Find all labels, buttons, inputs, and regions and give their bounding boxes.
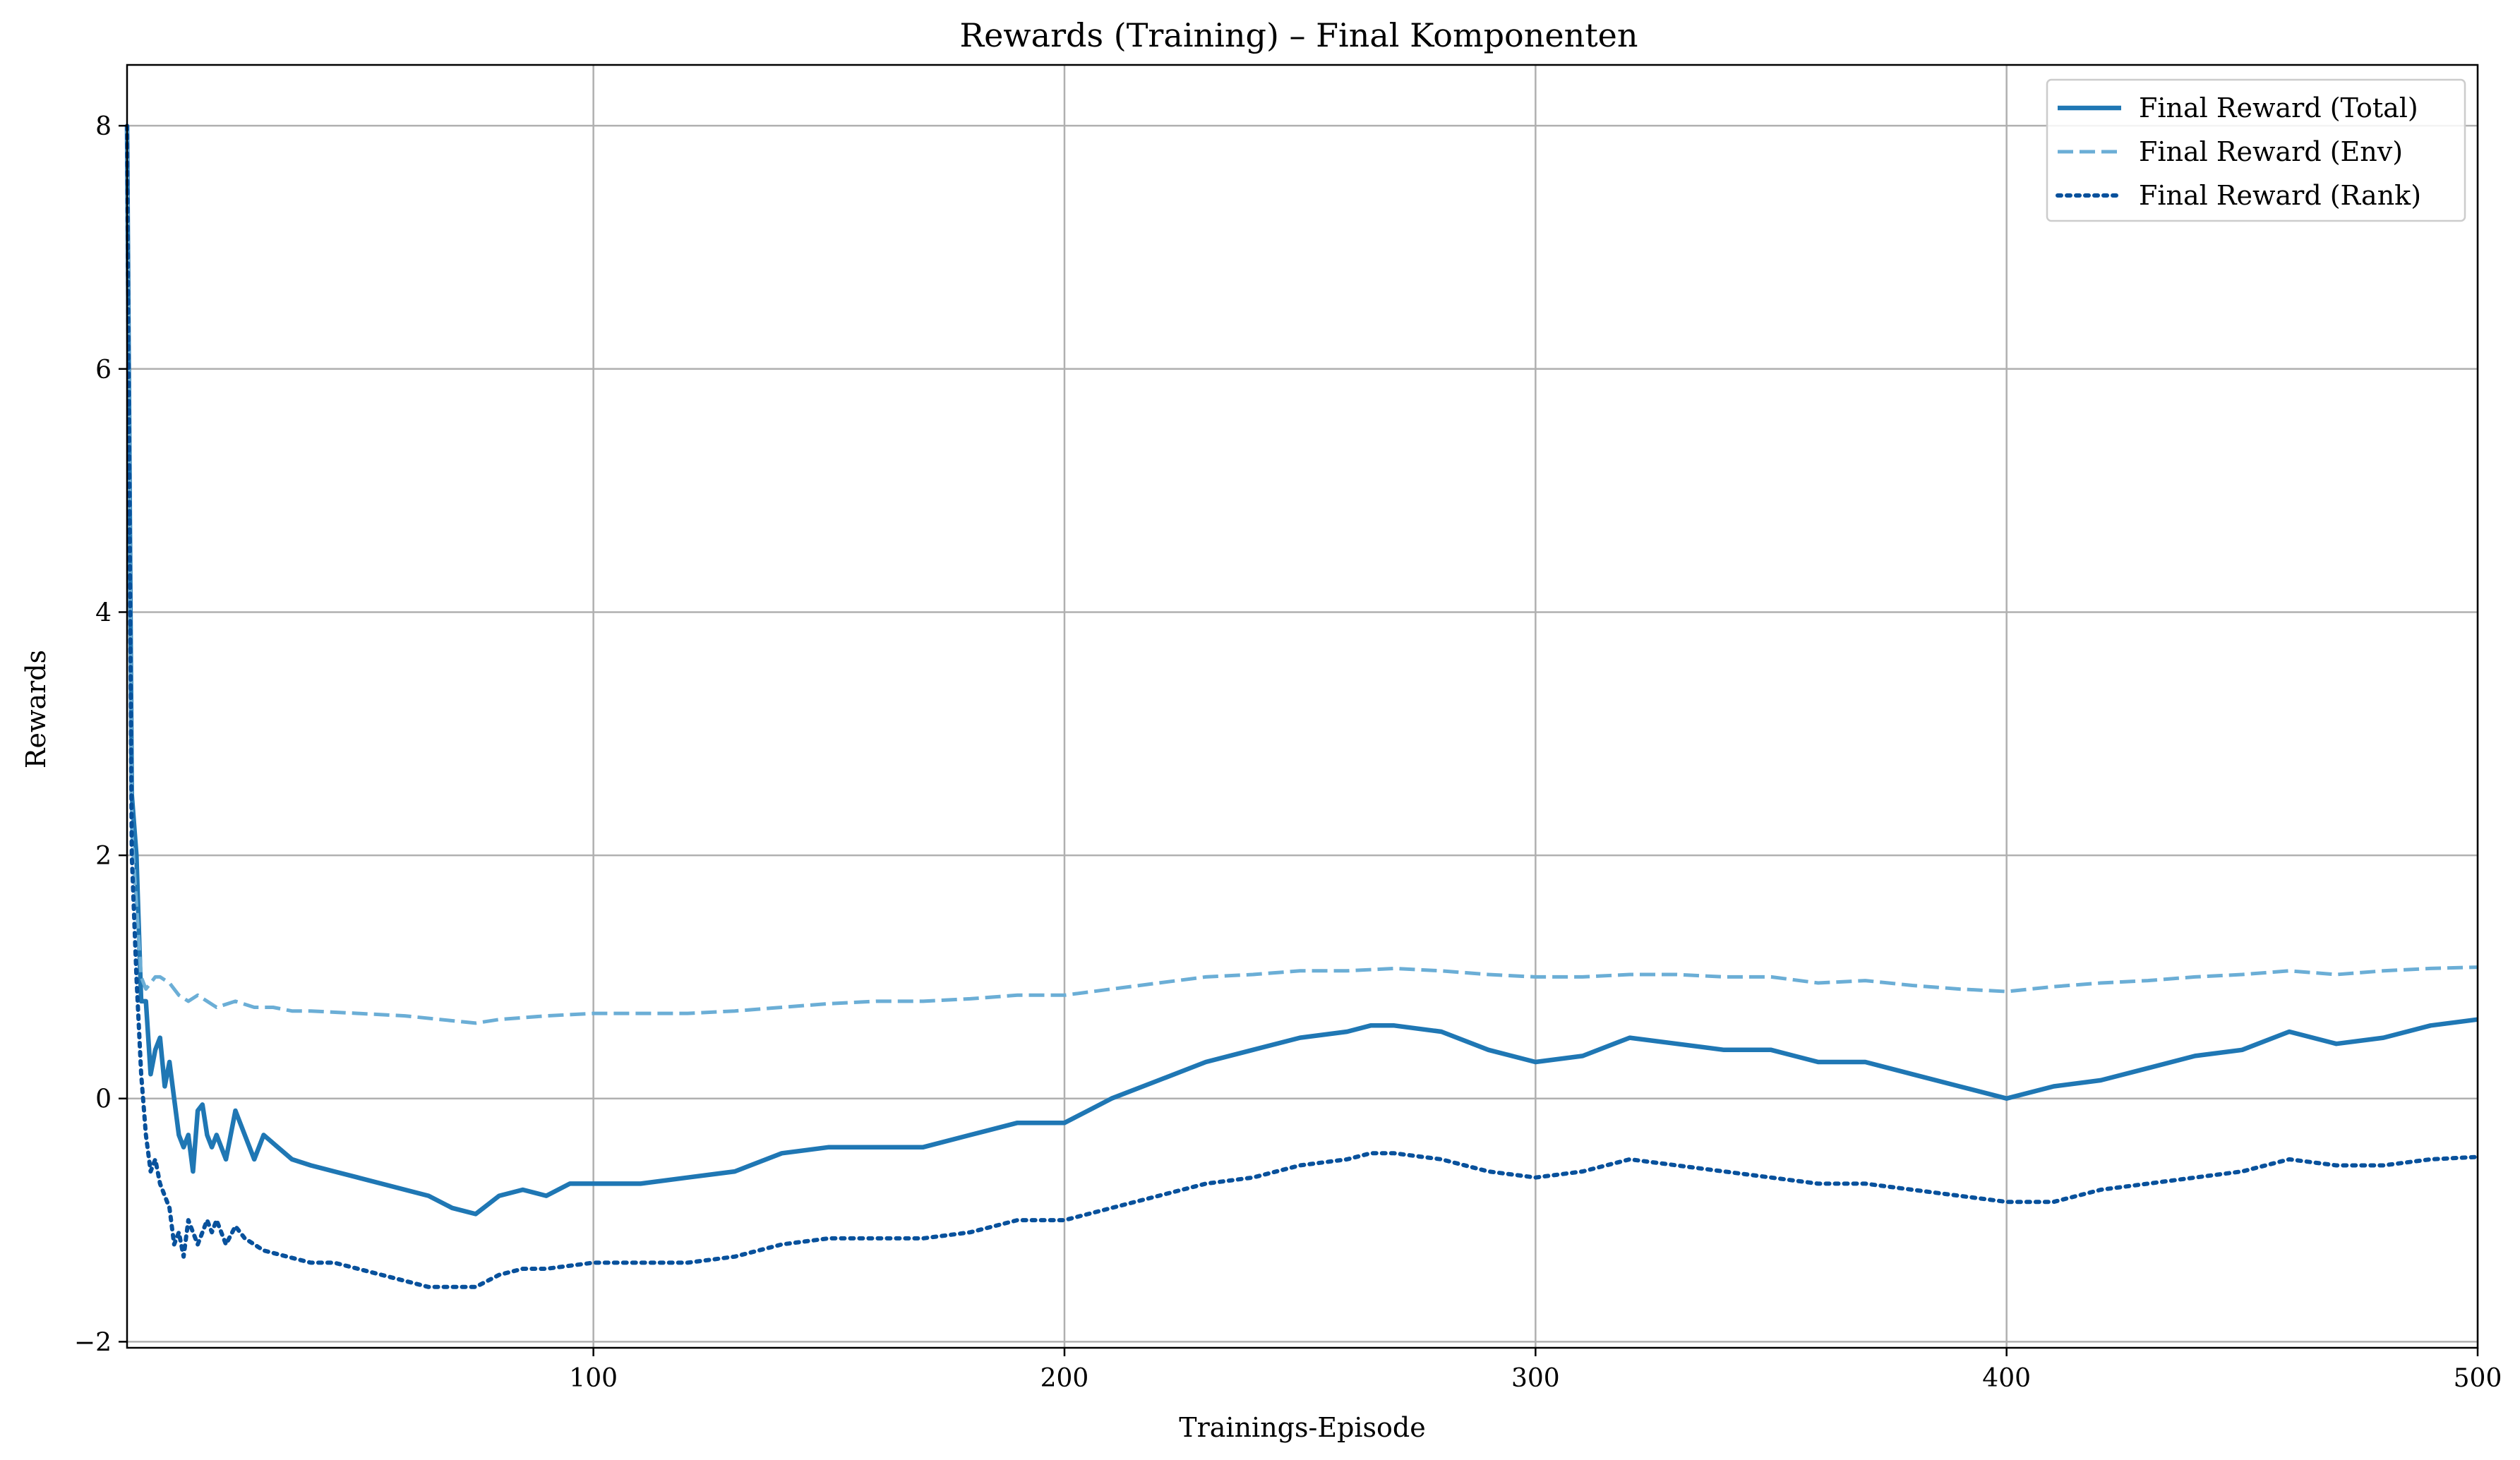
x-tick-label: 100 [569, 1364, 618, 1393]
legend-label-0: Final Reward (Total) [2139, 92, 2418, 123]
series-line-1 [125, 126, 2478, 1025]
legend-label-2: Final Reward (Rank) [2139, 180, 2421, 211]
x-tick-label: 500 [2454, 1364, 2502, 1393]
y-tick-label: 4 [95, 598, 112, 627]
x-tick-label: 300 [1511, 1364, 1560, 1393]
x-axis-label: Trainings-Episode [1179, 1412, 1426, 1443]
y-axis-label: Rewards [20, 650, 52, 768]
legend-label-1: Final Reward (Env) [2139, 136, 2403, 167]
series-lines [124, 123, 2480, 1289]
y-tick-label: 0 [95, 1085, 112, 1114]
y-tick-label: −2 [74, 1328, 112, 1357]
x-tick-label: 400 [1982, 1364, 2031, 1393]
legend-box [2046, 78, 2466, 222]
x-tick-label: 200 [1040, 1364, 1089, 1393]
series-line-2 [125, 123, 2480, 1289]
plot-frame [126, 64, 2479, 1349]
legend: Final Reward (Total) Final Reward (Env) Fi… [2046, 78, 2466, 222]
chart-title: Rewards (Training) – Final Komponenten [959, 16, 1638, 54]
y-tick-label: 6 [95, 356, 112, 385]
y-tick-label: 2 [95, 842, 112, 871]
y-tick-label: 8 [95, 112, 112, 141]
series-line-0 [124, 126, 2478, 1217]
axis-ticks: 100 200 300 400 500 −2 0 2 4 6 8 [74, 112, 2502, 1393]
